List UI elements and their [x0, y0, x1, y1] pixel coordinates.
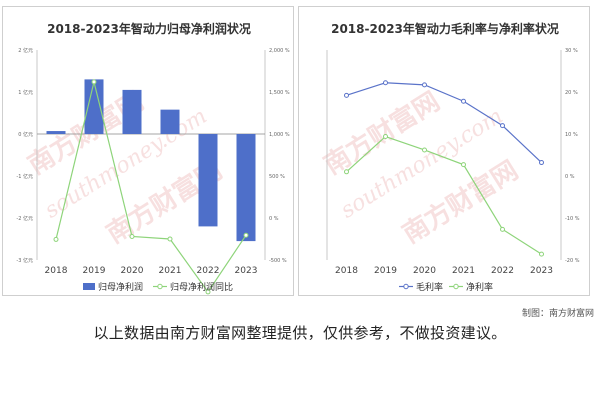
y-tick-right: 20 % [565, 90, 578, 96]
y-tick-left: 1 亿元 [18, 89, 33, 96]
y-tick-left: -2 亿元 [16, 215, 33, 222]
chart-title: 2018-2023年智动力毛利率与净利率状况 [331, 21, 559, 36]
y-tick-left: 0 亿元 [18, 131, 33, 138]
x-tick-label: 2019 [83, 266, 106, 276]
point-yoy [243, 232, 249, 238]
legend-marker-gross [403, 283, 409, 290]
legend-label-net-profit: 归母净利润 [98, 281, 143, 293]
point-series-1 [500, 226, 505, 232]
point-series-1 [539, 251, 544, 257]
y-tick-right: 2,000 % [269, 48, 290, 54]
line-yoy [55, 81, 247, 293]
x-tick-label: 2023 [530, 266, 553, 276]
x-tick-label: 2023 [235, 266, 258, 276]
y-tick-right: -10 % [565, 216, 580, 222]
chart-title: 2018-2023年智动力归母净利润状况 [47, 21, 251, 36]
x-tick-label: 2020 [121, 266, 144, 276]
legend-label-gross: 毛利率 [416, 281, 443, 293]
x-tick-label: 2021 [159, 266, 182, 276]
net-profit-chart: 南方财富网southmoney.com南方财富网2018-2023年智动力归母净… [16, 21, 290, 295]
point-yoy [91, 79, 97, 85]
x-tick-label: 2020 [413, 266, 436, 276]
y-tick-right: -20 % [565, 258, 580, 264]
y-tick-right: 500 % [269, 174, 285, 180]
y-tick-right: 1,000 % [269, 132, 290, 138]
y-tick-right: 1,500 % [269, 90, 290, 96]
bar-net-profit [84, 79, 104, 134]
point-series-0 [539, 160, 544, 166]
point-series-1 [461, 162, 466, 168]
y-tick-right: -500 % [269, 258, 287, 264]
bar-net-profit [160, 109, 180, 134]
y-tick-right: 0 % [269, 216, 279, 222]
legend-marker-yoy [157, 283, 163, 290]
point-series-0 [344, 92, 349, 98]
legend-marker-net [453, 283, 459, 290]
bar-net-profit [198, 134, 218, 227]
y-tick-right: 10 % [565, 132, 578, 138]
point-series-0 [422, 82, 427, 88]
point-series-1 [422, 147, 427, 153]
point-yoy [129, 233, 135, 239]
y-tick-left: -1 亿元 [16, 173, 33, 180]
y-tick-left: 2 亿元 [18, 47, 33, 54]
point-yoy [53, 236, 59, 242]
bar-net-profit [236, 134, 256, 242]
x-tick-label: 2019 [374, 266, 397, 276]
y-tick-left: -3 亿元 [16, 257, 33, 264]
x-tick-label: 2018 [45, 266, 68, 276]
point-series-1 [383, 134, 388, 140]
x-tick-label: 2018 [335, 266, 358, 276]
line-series-1 [346, 135, 542, 255]
line-series-0 [346, 82, 542, 163]
point-series-0 [500, 123, 505, 129]
credit-text: 制图：南方财富网 [521, 309, 594, 319]
legend-swatch-net-profit [83, 283, 95, 290]
chart-panel-margins: 南方财富网 southmoney.com 南方财富网 2018-2023年智动力毛利率… [298, 6, 590, 296]
point-yoy [167, 236, 173, 242]
y-tick-right: 0 % [565, 174, 575, 180]
chart-panel-net-profit: 南方财富网southmoney.com南方财富网2018-2023年智动力归母净… [2, 6, 294, 296]
x-tick-label: 2022 [491, 266, 514, 276]
point-series-0 [383, 80, 388, 86]
bar-net-profit [46, 131, 66, 134]
x-tick-label: 2021 [452, 266, 475, 276]
point-series-1 [344, 169, 349, 175]
point-series-0 [461, 98, 466, 104]
legend-label-yoy: 归母净利润同比 [170, 281, 233, 293]
bar-net-profit [122, 89, 142, 134]
x-tick-label: 2022 [197, 266, 220, 276]
point-yoy [205, 289, 211, 295]
legend-label-net: 净利率 [466, 281, 493, 293]
disclaimer-text: 以上数据由南方财富网整理提供，仅供参考，不做投资建议。 [93, 324, 507, 342]
y-tick-right: 30 % [565, 48, 578, 54]
